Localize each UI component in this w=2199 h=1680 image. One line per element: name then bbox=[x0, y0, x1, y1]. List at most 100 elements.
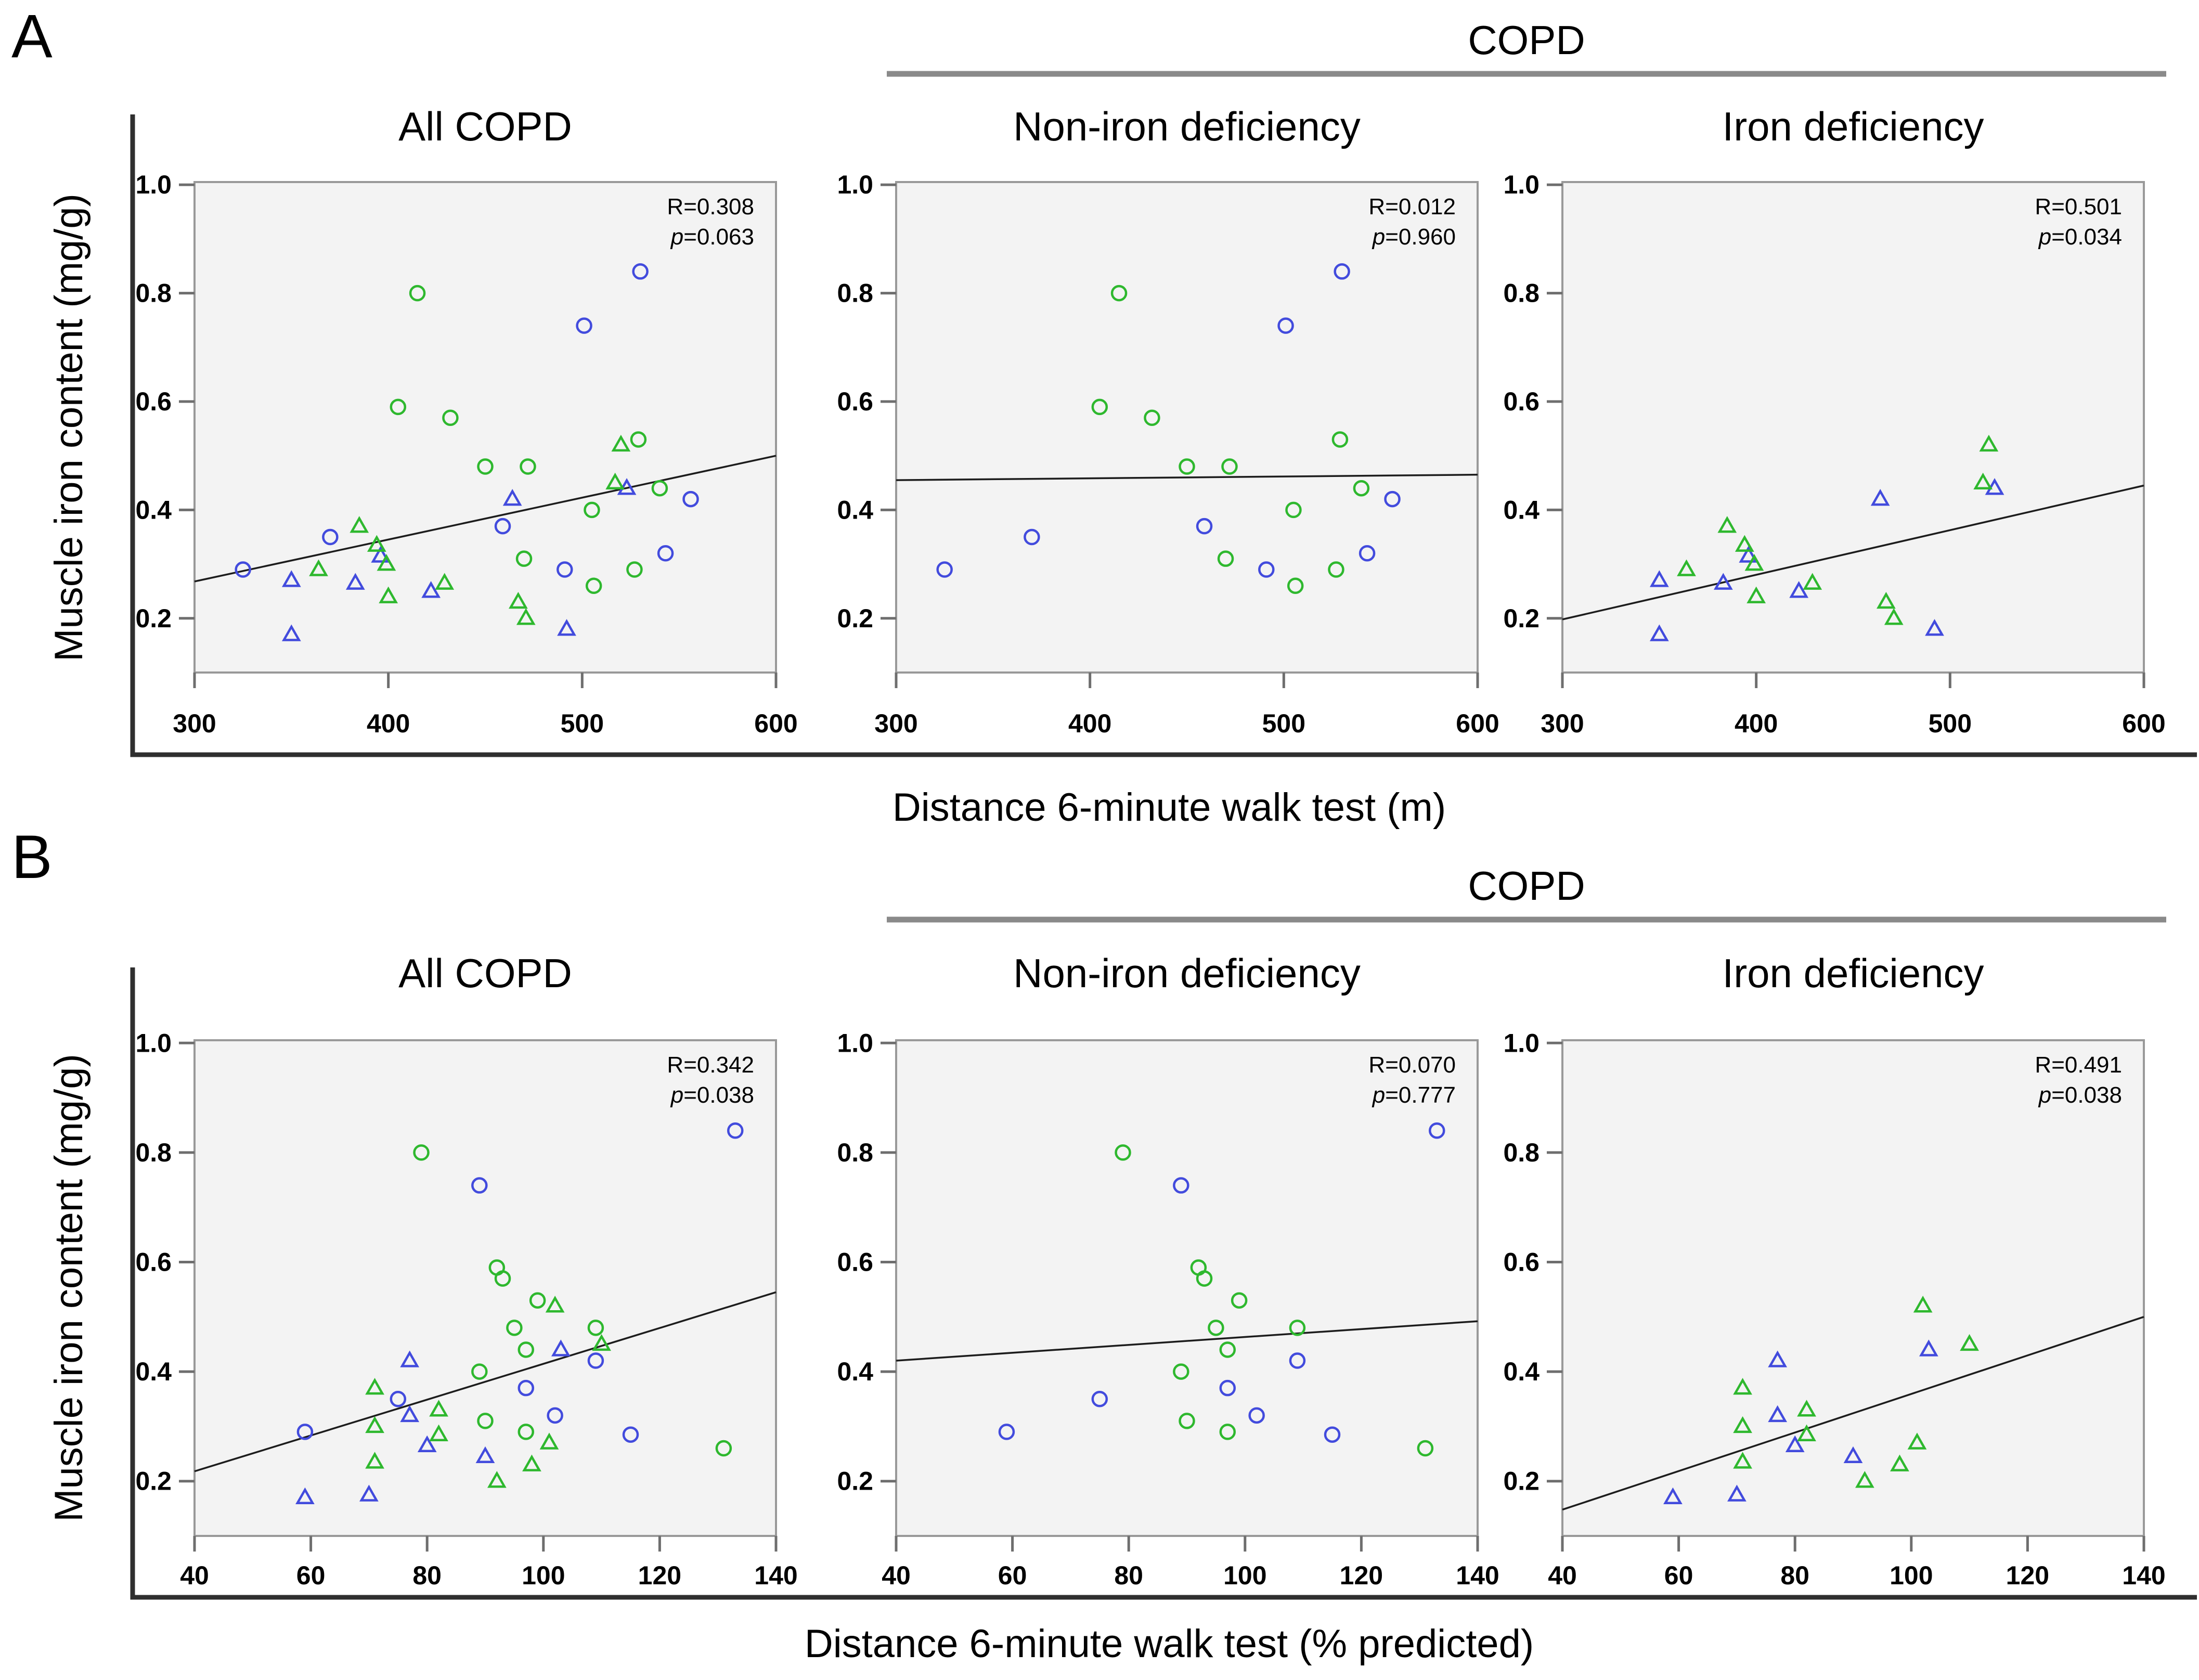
x-tick-label: 40 bbox=[1548, 1561, 1577, 1590]
point-circle-green bbox=[1110, 285, 1128, 302]
x-tick-label: 400 bbox=[367, 709, 410, 738]
y-tick-label: 0.4 bbox=[837, 495, 873, 524]
point-circle-green bbox=[626, 561, 643, 578]
point-circle-blue bbox=[494, 518, 511, 535]
y-tick-label: 0.6 bbox=[135, 1247, 172, 1276]
point-triangle-green bbox=[1876, 591, 1896, 609]
point-circle-blue bbox=[576, 317, 592, 334]
point-circle-green bbox=[1219, 1341, 1236, 1358]
point-triangle-blue bbox=[400, 1350, 420, 1367]
point-circle-green bbox=[1231, 1292, 1248, 1309]
point-triangle-green bbox=[1890, 1454, 1909, 1471]
point-triangle-blue bbox=[295, 1487, 315, 1505]
axis-frame-b bbox=[130, 967, 2197, 1600]
y-axis-label-b: Muscle iron content (mg/g) bbox=[47, 1054, 91, 1522]
point-circle-blue bbox=[557, 561, 573, 578]
copd-header-b: COPD bbox=[1468, 863, 1585, 909]
point-triangle-green bbox=[1907, 1432, 1927, 1450]
point-circle-blue bbox=[727, 1122, 744, 1139]
trend-line bbox=[896, 1320, 1478, 1362]
point-triangle-green bbox=[516, 608, 536, 625]
y-tick-label: 0.8 bbox=[135, 279, 172, 308]
y-tick-label: 0.2 bbox=[135, 604, 172, 633]
x-tick-label: 140 bbox=[754, 1561, 797, 1590]
y-tick-label: 0.4 bbox=[1503, 1357, 1540, 1386]
x-tick-label: 140 bbox=[1456, 1561, 1499, 1590]
y-tick-label: 0.8 bbox=[837, 1138, 873, 1167]
point-triangle-blue bbox=[421, 581, 441, 598]
point-triangle-blue bbox=[1843, 1446, 1863, 1464]
point-circle-green bbox=[1179, 1413, 1195, 1429]
point-circle-blue bbox=[1334, 263, 1350, 280]
point-triangle-green bbox=[1884, 608, 1904, 625]
point-triangle-blue bbox=[345, 573, 365, 590]
point-circle-blue bbox=[1289, 1352, 1306, 1369]
stats-r-label: R=0.308 bbox=[667, 194, 754, 219]
x-tick-label: 140 bbox=[2122, 1561, 2165, 1590]
point-circle-green bbox=[413, 1144, 430, 1161]
x-tick-label: 500 bbox=[1262, 709, 1305, 738]
plot-box bbox=[895, 181, 1479, 674]
x-tick-label: 60 bbox=[1664, 1561, 1693, 1590]
subplot-title-a-iron-deficiency: Iron deficiency bbox=[1723, 104, 1984, 149]
point-circle-blue bbox=[657, 545, 674, 562]
point-triangle-green bbox=[592, 1334, 611, 1351]
point-triangle-green bbox=[611, 434, 631, 452]
x-tick-label: 400 bbox=[1068, 709, 1111, 738]
y-tick-label: 1.0 bbox=[135, 1028, 172, 1057]
x-tick-label: 100 bbox=[522, 1561, 565, 1590]
point-triangle-green bbox=[350, 516, 369, 533]
plot-box bbox=[1561, 181, 2145, 674]
x-tick-label: 600 bbox=[754, 709, 797, 738]
point-circle-green bbox=[1331, 431, 1349, 448]
point-circle-green bbox=[518, 1341, 535, 1358]
stats-p-label: p=0.960 bbox=[1372, 224, 1456, 250]
point-circle-blue bbox=[936, 561, 953, 578]
y-tick-label: 1.0 bbox=[1503, 1028, 1540, 1057]
point-triangle-blue bbox=[1768, 1405, 1788, 1423]
x-tick-label: 400 bbox=[1735, 709, 1778, 738]
point-triangle-blue bbox=[557, 619, 576, 636]
point-triangle-blue bbox=[1713, 573, 1733, 590]
point-circle-green bbox=[477, 458, 494, 475]
point-circle-green bbox=[471, 1363, 488, 1380]
point-circle-green bbox=[1285, 501, 1302, 519]
y-tick-label: 0.8 bbox=[837, 279, 873, 308]
point-circle-blue bbox=[235, 561, 251, 578]
stats-p-label: p=0.038 bbox=[2038, 1082, 2122, 1108]
point-circle-blue bbox=[587, 1352, 604, 1369]
point-triangle-blue bbox=[1739, 546, 1758, 563]
x-tick-label: 600 bbox=[1456, 709, 1499, 738]
point-triangle-blue bbox=[1785, 1435, 1805, 1452]
y-tick-label: 0.8 bbox=[1503, 1138, 1540, 1167]
x-tick-label: 300 bbox=[173, 709, 216, 738]
point-circle-green bbox=[477, 1413, 494, 1429]
plot-box bbox=[193, 1039, 777, 1537]
point-circle-green bbox=[1196, 1270, 1213, 1287]
point-circle-blue bbox=[1196, 518, 1213, 535]
point-triangle-green bbox=[1960, 1334, 1979, 1351]
x-tick-label: 300 bbox=[1541, 709, 1584, 738]
stats-r-label: R=0.070 bbox=[1368, 1052, 1456, 1078]
y-tick-label: 0.4 bbox=[837, 1357, 873, 1386]
point-triangle-green bbox=[365, 1378, 384, 1395]
point-triangle-blue bbox=[281, 624, 301, 641]
x-axis-label-b: Distance 6-minute walk test (% predicted… bbox=[805, 1622, 1534, 1666]
subplot-title-b-all-copd: All COPD bbox=[398, 950, 572, 996]
y-axis-label-a: Muscle iron content (mg/g) bbox=[47, 193, 91, 662]
point-circle-green bbox=[1144, 409, 1160, 427]
point-circle-blue bbox=[1384, 490, 1401, 508]
panel-b-letter: B bbox=[11, 823, 53, 891]
y-tick-label: 1.0 bbox=[135, 170, 172, 199]
point-triangle-green bbox=[367, 535, 386, 552]
point-triangle-green bbox=[1717, 516, 1737, 533]
stats-p-label: p=0.034 bbox=[2038, 224, 2122, 250]
stats-r-label: R=0.491 bbox=[2035, 1052, 2122, 1078]
y-tick-label: 0.6 bbox=[1503, 1247, 1540, 1276]
point-triangle-blue bbox=[1649, 570, 1669, 587]
subplot-title-b-non-iron-deficiency: Non-iron deficiency bbox=[1013, 950, 1361, 996]
point-triangle-blue bbox=[1919, 1339, 1938, 1356]
point-triangle-green bbox=[1733, 1378, 1752, 1395]
y-tick-label: 1.0 bbox=[837, 1028, 873, 1057]
y-tick-label: 1.0 bbox=[837, 170, 873, 199]
